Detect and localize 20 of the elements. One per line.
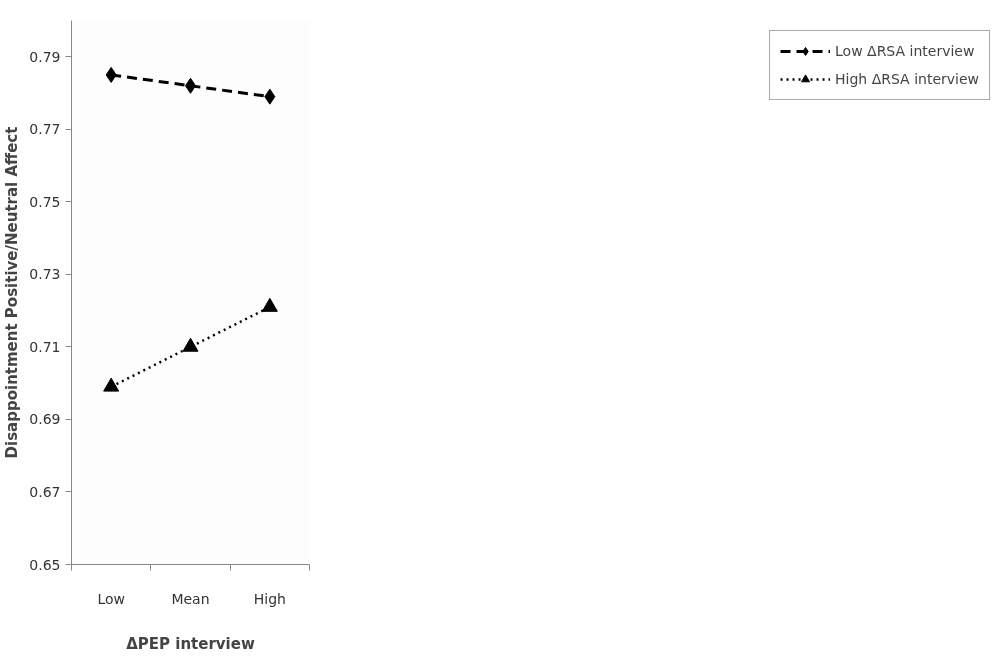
point bbox=[261, 297, 278, 312]
point bbox=[182, 337, 199, 352]
y-tick-label: 0.65 bbox=[29, 556, 61, 573]
y-tick-label: 0.75 bbox=[29, 193, 61, 210]
x-tick-label: High bbox=[253, 590, 286, 607]
y-axis-title: Disappointment Positive/Neutral Affect bbox=[3, 126, 22, 459]
y-tick-label: 0.69 bbox=[29, 411, 61, 428]
point bbox=[264, 88, 276, 105]
y-tick-label: 0.67 bbox=[29, 483, 61, 500]
x-axis-title: ΔPEP interview bbox=[126, 634, 255, 653]
x-tick-label: Low bbox=[97, 590, 125, 607]
y-tick-label: 0.77 bbox=[29, 121, 61, 138]
y-tick-label: 0.73 bbox=[29, 266, 61, 283]
legend-label: Low ΔRSA interview bbox=[835, 43, 975, 59]
x-tick-label: Mean bbox=[171, 590, 210, 607]
point bbox=[103, 377, 120, 392]
y-tick-label: 0.79 bbox=[29, 48, 61, 65]
y-tick-label: 0.71 bbox=[29, 338, 61, 355]
point bbox=[105, 66, 117, 83]
legend-label: High ΔRSA interview bbox=[835, 71, 979, 87]
